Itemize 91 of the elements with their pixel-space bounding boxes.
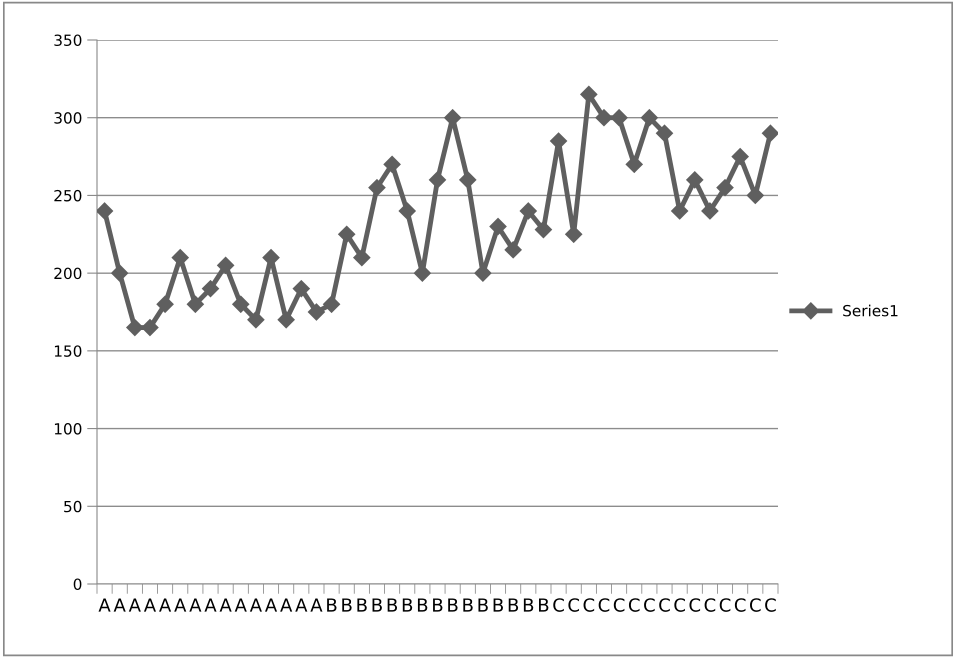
point — [247, 311, 264, 328]
point — [186, 296, 204, 313]
x-tick-label: C — [644, 598, 655, 612]
point — [111, 264, 128, 282]
x-tick-label: B — [342, 598, 352, 612]
x-tick-label: A — [159, 598, 172, 612]
point — [504, 241, 522, 258]
x-tick-label: B — [402, 598, 412, 612]
x-tick-label: C — [568, 598, 580, 612]
point — [520, 202, 537, 220]
y-tick-label: 100 — [54, 423, 82, 435]
point — [353, 249, 370, 266]
x-tick-label: C — [674, 598, 685, 612]
x-tick-label: A — [310, 598, 322, 612]
point — [716, 179, 734, 196]
x-tick-label: A — [265, 598, 278, 612]
x-tick-label: C — [765, 598, 776, 612]
x-tick-label: B — [433, 598, 442, 612]
y-tick-label: 150 — [54, 345, 82, 357]
x-tick-label: A — [114, 598, 126, 612]
x-tick-label: C — [553, 598, 564, 612]
x-tick-label: A — [204, 598, 217, 612]
x-tick-label: C — [598, 598, 610, 612]
point — [97, 202, 114, 220]
x-tick-label: C — [584, 598, 594, 612]
x-tick-label: B — [539, 598, 548, 612]
x-tick-label: C — [750, 598, 761, 612]
x-tick-label: B — [327, 598, 336, 612]
point — [762, 124, 778, 142]
y-tick-label: 250 — [54, 190, 82, 202]
x-tick-label: A — [98, 598, 111, 612]
y-tick-label: 0 — [74, 578, 82, 590]
point — [732, 148, 749, 166]
y-tick-label: 50 — [64, 500, 82, 512]
point — [656, 124, 674, 142]
point — [701, 202, 718, 220]
y-tick-label: 200 — [54, 268, 82, 280]
x-tick-label: C — [614, 598, 624, 612]
x-tick-label: C — [628, 598, 640, 612]
x-tick-label: A — [128, 598, 141, 612]
x-tick-label: B — [478, 598, 488, 612]
point — [671, 202, 688, 220]
x-tick-label: A — [295, 598, 308, 612]
x-tick-label: B — [357, 598, 367, 612]
x-tick-label: A — [174, 598, 186, 612]
point — [489, 218, 507, 236]
x-tick-label: B — [372, 598, 382, 612]
point — [428, 171, 446, 188]
x-tick-label: B — [448, 598, 458, 612]
x-tick-label: B — [494, 598, 503, 612]
x-tick-label: B — [524, 598, 534, 612]
point — [126, 318, 144, 336]
x-tick-label: C — [689, 598, 700, 612]
point — [610, 109, 628, 126]
point — [686, 171, 704, 188]
x-tick-label: A — [189, 598, 202, 612]
x-tick-label: A — [144, 598, 156, 612]
y-tick-label: 350 — [54, 34, 82, 46]
x-tick-label: A — [220, 598, 232, 612]
x-tick-label: B — [463, 598, 473, 612]
point — [640, 109, 658, 126]
point — [278, 311, 295, 328]
x-tick-label: B — [388, 598, 398, 612]
point — [217, 256, 234, 274]
point — [323, 296, 340, 313]
x-tick-label: B — [418, 598, 428, 612]
legend-label: Series1 — [843, 304, 898, 316]
x-tick-label: A — [280, 598, 292, 612]
x-tick-label: C — [704, 598, 716, 612]
point — [368, 179, 386, 196]
point — [232, 296, 250, 313]
x-tick-label: C — [659, 598, 670, 612]
y-tick-label: 300 — [54, 112, 82, 124]
point — [398, 202, 416, 220]
point — [459, 171, 476, 188]
point — [202, 280, 220, 298]
point — [172, 249, 189, 266]
point — [292, 280, 310, 298]
x-tick-label: B — [508, 598, 518, 612]
point — [338, 226, 356, 243]
x-tick-label: C — [720, 598, 730, 612]
point — [141, 318, 159, 336]
point — [308, 303, 325, 321]
x-tick-label: A — [250, 598, 262, 612]
point — [534, 221, 552, 238]
point — [746, 186, 764, 204]
point — [384, 156, 401, 173]
x-tick-label: C — [734, 598, 746, 612]
point — [156, 296, 174, 313]
x-tick-label: A — [234, 598, 247, 612]
point — [626, 156, 643, 173]
